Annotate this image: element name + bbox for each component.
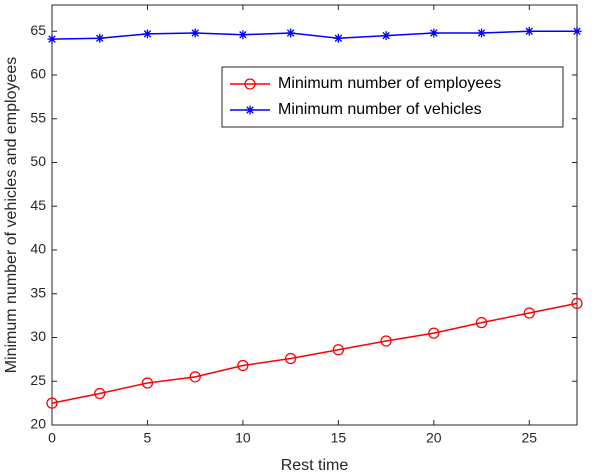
data-point xyxy=(381,31,391,41)
y-tick-label: 50 xyxy=(30,153,46,169)
y-tick-label: 25 xyxy=(30,372,46,388)
data-point xyxy=(477,28,487,38)
data-point xyxy=(189,371,201,383)
legend-marker xyxy=(244,78,256,90)
data-point xyxy=(475,316,488,329)
y-tick-label: 20 xyxy=(30,416,46,432)
series-line xyxy=(51,302,578,404)
data-point xyxy=(47,34,57,44)
data-point xyxy=(190,28,200,38)
y-axis-title: Minimum number of vehicles and employees xyxy=(3,57,20,374)
data-point xyxy=(141,377,154,389)
x-tick-label: 15 xyxy=(331,430,347,446)
legend-label: Minimum number of employees xyxy=(278,75,501,92)
y-tick-label: 45 xyxy=(30,197,46,213)
data-point xyxy=(332,344,345,356)
data-point xyxy=(94,387,106,400)
y-tick-label: 35 xyxy=(30,284,46,300)
x-tick-label: 0 xyxy=(48,430,56,446)
y-tick-label: 55 xyxy=(30,109,46,125)
x-tick-label: 25 xyxy=(521,430,537,446)
x-axis-title: Rest time xyxy=(281,457,349,474)
data-point xyxy=(95,33,105,43)
data-point xyxy=(333,33,343,43)
legend-box xyxy=(221,66,564,128)
data-point xyxy=(429,28,439,38)
data-point xyxy=(523,307,535,319)
series-line xyxy=(51,30,577,40)
x-tick-label: 20 xyxy=(426,430,442,446)
data-point xyxy=(237,359,249,372)
y-tick-label: 30 xyxy=(30,328,46,344)
data-point xyxy=(380,335,392,347)
data-point xyxy=(46,397,58,409)
data-point xyxy=(286,28,296,38)
legend: Minimum number of employees Minimum numbe… xyxy=(221,66,564,128)
data-point xyxy=(142,29,152,39)
y-tick-label: 65 xyxy=(30,22,46,38)
data-point xyxy=(428,327,440,339)
y-tick-label: 60 xyxy=(30,66,46,82)
x-tick-label: 10 xyxy=(235,430,251,446)
y-tick-label: 40 xyxy=(30,241,46,257)
data-point xyxy=(571,297,583,310)
x-tick-label: 5 xyxy=(144,430,152,446)
data-point xyxy=(238,30,248,40)
data-point xyxy=(284,352,297,365)
data-point xyxy=(572,26,582,36)
data-point xyxy=(524,26,534,36)
legend-label: Minimum number of vehicles xyxy=(278,101,482,118)
legend-marker xyxy=(245,105,255,115)
